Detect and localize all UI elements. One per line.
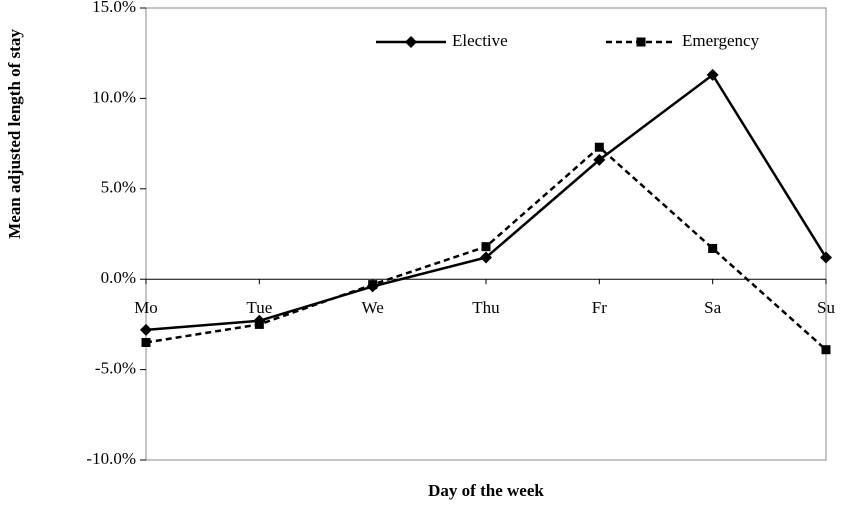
marker [708,243,718,253]
marker [254,319,264,329]
marker [820,251,832,264]
x-tick-label: Su [817,298,835,317]
x-tick-label: Tue [246,298,272,317]
x-tick-label: Sa [704,298,721,317]
x-tick-label: Mo [134,298,158,317]
marker [481,242,491,252]
x-tick-label: Fr [592,298,607,317]
marker [593,153,606,166]
marker [140,323,152,336]
y-tick-label: 5.0% [101,178,136,197]
plot-area [145,7,827,461]
y-tick-label: 10.0% [92,87,136,106]
series-line [145,73,828,332]
y-tick-label: 15.0% [92,0,136,16]
marker [706,68,719,81]
x-axis-title: Day of the week [428,481,544,500]
marker [480,251,492,264]
y-tick-label: -5.0% [95,359,136,378]
x-tick-label: We [362,298,384,317]
marker [368,280,378,290]
legend-label: Elective [452,31,508,50]
marker [405,36,417,48]
legend-label: Emergency [682,31,760,50]
y-tick-label: 0.0% [101,268,136,287]
marker [636,37,646,47]
marker [821,345,831,355]
marker [141,337,151,347]
y-axis-title: Mean adjusted length of stay [5,29,24,239]
x-tick-label: Thu [472,298,500,317]
y-tick-label: -10.0% [86,449,136,468]
marker [594,142,604,152]
